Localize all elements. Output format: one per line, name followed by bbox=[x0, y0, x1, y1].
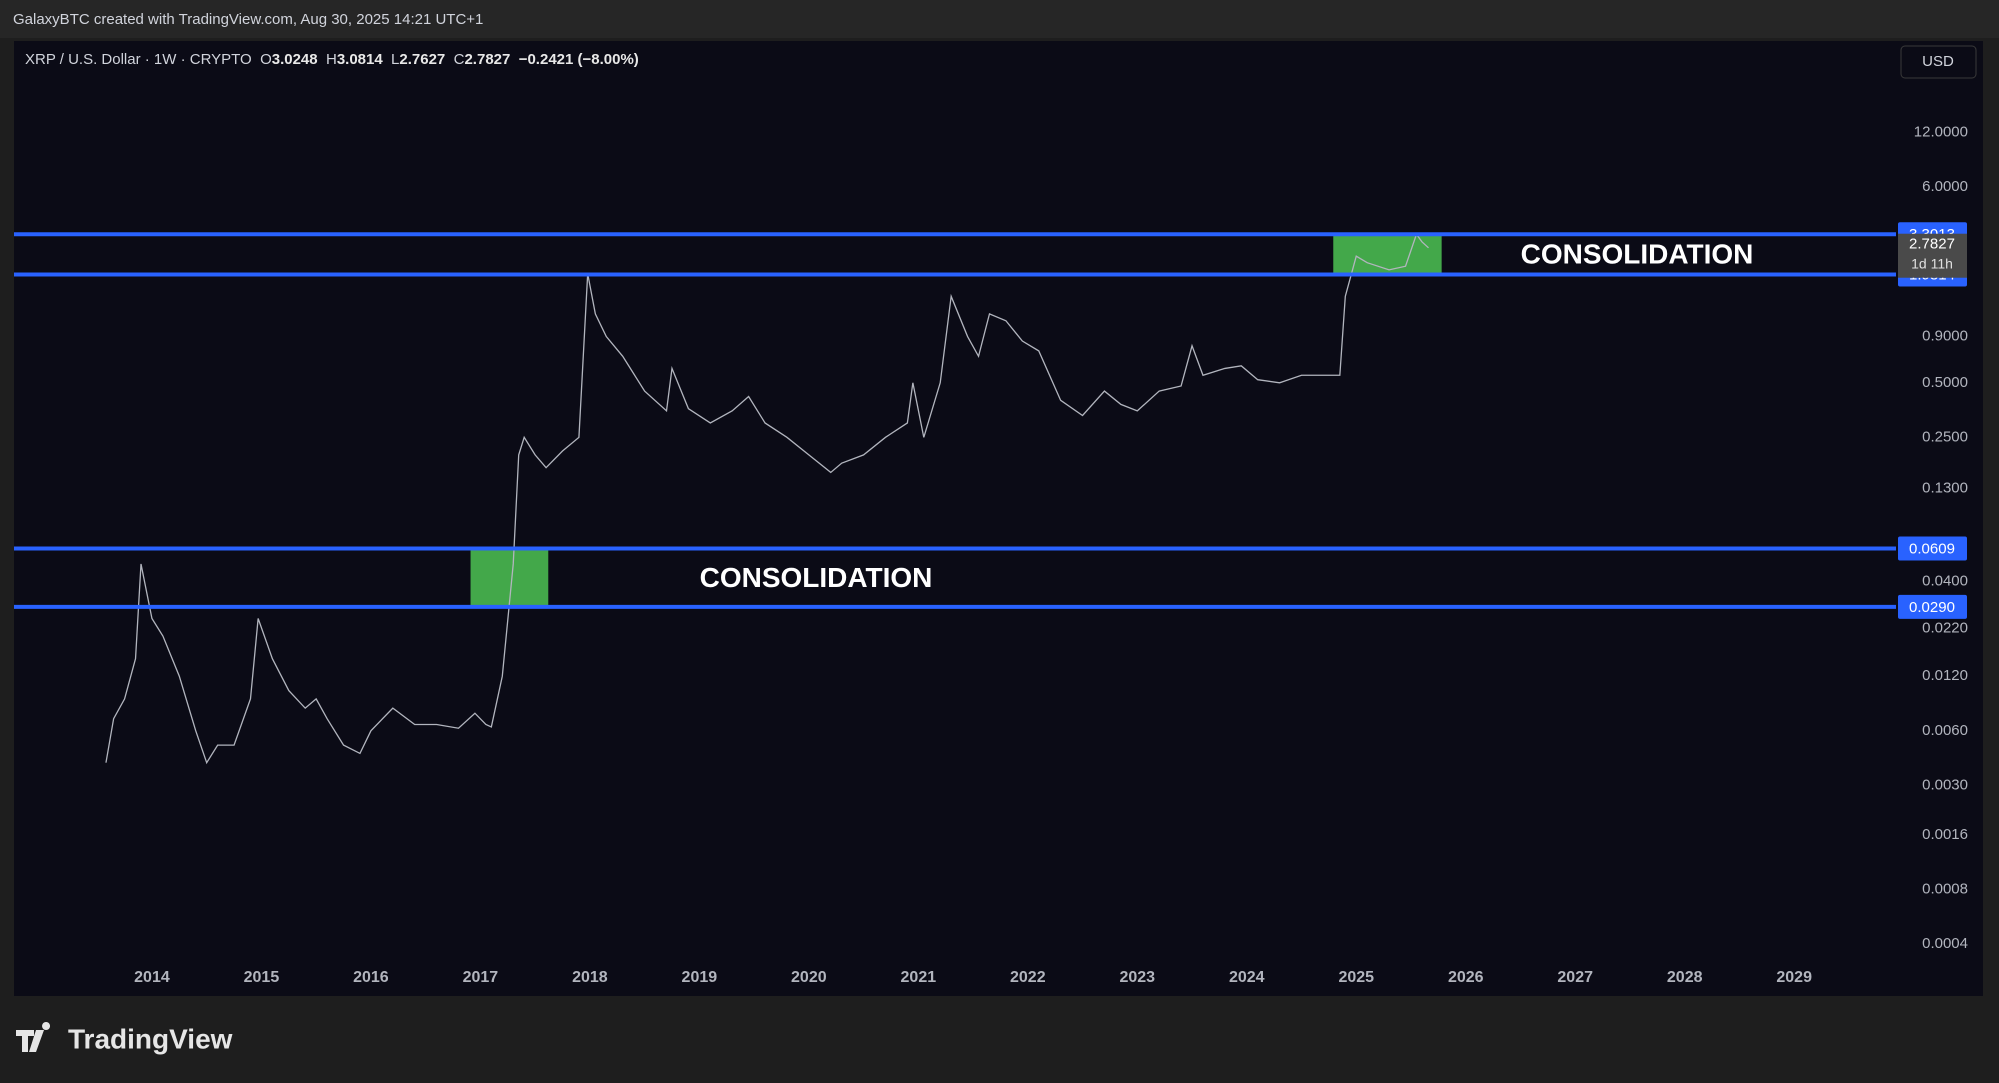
zone-label: CONSOLIDATION bbox=[700, 562, 933, 593]
consolidation-zone bbox=[1333, 234, 1442, 275]
y-tick-label: 0.0400 bbox=[1922, 572, 1968, 589]
x-tick-label: 2024 bbox=[1229, 969, 1265, 986]
level-label: 0.0290 bbox=[1909, 599, 1955, 616]
level-tag bbox=[1898, 536, 1967, 561]
symbol-legend: XRP / U.S. Dollar · 1W · CRYPTO O3.0248 … bbox=[25, 51, 639, 68]
symbol: XRP / U.S. Dollar · 1W · CRYPTO bbox=[25, 51, 252, 68]
x-tick-label: 2019 bbox=[682, 969, 718, 986]
chart-panel bbox=[14, 41, 1983, 996]
y-tick-label: 0.0004 bbox=[1922, 935, 1968, 952]
close-label: C bbox=[453, 51, 465, 68]
x-tick-label: 2018 bbox=[572, 969, 608, 986]
last-price-label: 2.7827 bbox=[1909, 236, 1955, 253]
y-tick-label: 0.2500 bbox=[1922, 428, 1968, 445]
price-line bbox=[105, 232, 1429, 765]
currency-text[interactable]: USD bbox=[1922, 53, 1954, 70]
x-tick-label: 2022 bbox=[1010, 969, 1046, 986]
x-tick-label: 2016 bbox=[353, 969, 389, 986]
level-label: 0.0609 bbox=[1909, 540, 1955, 557]
brand-logo: TradingView bbox=[16, 1022, 233, 1054]
y-tick-label: 0.0120 bbox=[1922, 667, 1968, 684]
x-tick-label: 2015 bbox=[244, 969, 280, 986]
x-tick-label: 2029 bbox=[1776, 969, 1812, 986]
y-tick-label: 0.0030 bbox=[1922, 776, 1968, 793]
y-tick-label: 6.0000 bbox=[1922, 178, 1968, 195]
high-label: H bbox=[325, 51, 337, 68]
credit: GalaxyBTC created with TradingView.com, … bbox=[13, 11, 484, 28]
y-tick-label: 0.0016 bbox=[1922, 826, 1968, 843]
logo-mark bbox=[16, 1022, 51, 1052]
y-tick-label: 0.0060 bbox=[1922, 722, 1968, 739]
low: 2.7627 bbox=[399, 51, 446, 68]
y-tick-label: 0.1300 bbox=[1922, 480, 1968, 497]
y-tick-label: 0.9000 bbox=[1922, 328, 1968, 345]
brand-text: TradingView bbox=[68, 1023, 233, 1054]
y-tick-label: 0.0008 bbox=[1922, 880, 1968, 897]
x-tick-label: 2023 bbox=[1119, 969, 1155, 986]
low-label: L bbox=[391, 51, 400, 68]
y-tick-label: 12.0000 bbox=[1914, 124, 1968, 141]
last-price-tag bbox=[1898, 233, 1967, 278]
y-tick-label: 0.0220 bbox=[1922, 620, 1968, 637]
x-tick-label: 2028 bbox=[1667, 969, 1703, 986]
zone-label: CONSOLIDATION bbox=[1521, 239, 1754, 270]
open: 3.0248 bbox=[271, 51, 318, 68]
x-tick-label: 2017 bbox=[463, 969, 499, 986]
open-label: O bbox=[260, 51, 272, 68]
top-bar bbox=[0, 0, 1999, 38]
plot: 2014 2015 2016 2017 2018 2019 2020 2021 2022 2023… bbox=[14, 124, 1968, 986]
y-tick-label: 0.5000 bbox=[1922, 374, 1968, 391]
x-tick-label: 2025 bbox=[1338, 969, 1374, 986]
x-tick-label: 2020 bbox=[791, 969, 827, 986]
currency-button[interactable] bbox=[1900, 45, 1977, 79]
countdown-label: 1d 11h bbox=[1911, 255, 1953, 271]
level-tag bbox=[1898, 594, 1967, 619]
high: 3.0814 bbox=[336, 51, 383, 68]
x-tick-label: 2027 bbox=[1557, 969, 1593, 986]
change: −0.2421 (−8.00%) bbox=[518, 51, 639, 68]
x-tick-label: 2021 bbox=[901, 969, 937, 986]
close: 2.7827 bbox=[464, 51, 511, 68]
x-tick-label: 2014 bbox=[134, 969, 170, 986]
x-tick-label: 2026 bbox=[1448, 969, 1484, 986]
